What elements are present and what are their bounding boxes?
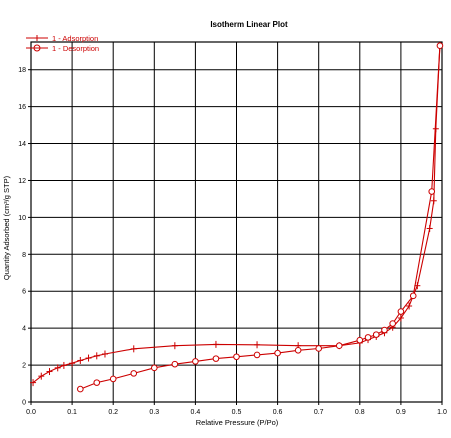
desorption-point (109, 375, 117, 383)
desorption-point (356, 336, 364, 344)
adsorption-point (85, 354, 92, 362)
legend-label-adsorption: 1 - Adsorption (52, 34, 98, 43)
desorption-point (212, 355, 220, 362)
adsorption-point (77, 356, 84, 364)
x-tick-label: 0.1 (67, 409, 77, 416)
y-tick-labels: 0 2 4 6 8 10 12 14 16 18 (18, 67, 26, 406)
x-tick-label: 0.7 (314, 409, 324, 416)
adsorption-point (60, 361, 67, 369)
x-tick-label: 0.5 (232, 409, 242, 416)
chart-title: Isotherm Linear Plot (210, 20, 288, 29)
adsorption-point (69, 359, 76, 367)
desorption-point (381, 326, 388, 334)
y-tick-label: 0 (22, 400, 26, 407)
desorption-point (253, 351, 261, 359)
x-axis-label: Relative Pressure (P/Po) (196, 418, 279, 427)
x-tick-label: 1.0 (437, 409, 447, 416)
desorption-point (335, 342, 343, 349)
y-tick-label: 4 (22, 326, 26, 333)
desorption-point (93, 379, 101, 386)
x-tick-label: 0.4 (191, 409, 201, 416)
y-tick-label: 6 (22, 289, 26, 296)
adsorption-point (430, 197, 437, 205)
desorption-point (130, 370, 138, 377)
adsorption-point (30, 379, 37, 387)
desorption-point (397, 308, 405, 315)
desorption-point (389, 320, 396, 327)
desorption-point (233, 353, 240, 361)
axes (28, 41, 443, 405)
desorption-point (372, 331, 380, 338)
desorption-point (77, 385, 84, 393)
desorption-point (151, 364, 158, 372)
y-axis-label: Quantity Adsorbed (cm³/g STP) (2, 175, 11, 280)
gridlines (30, 42, 443, 403)
x-tick-labels: 0.0 0.1 0.2 0.3 0.4 0.5 0.6 0.7 0.8 0.9 1.0 (26, 409, 447, 416)
y-tick-label: 8 (22, 252, 26, 259)
adsorption-point (426, 224, 433, 232)
adsorption-point (212, 340, 219, 348)
y-tick-label: 14 (18, 141, 26, 148)
desorption-point (436, 42, 444, 49)
x-tick-label: 0.2 (108, 409, 118, 416)
desorption-point (315, 345, 323, 352)
adsorption-point (101, 350, 108, 358)
desorption-point (192, 358, 199, 365)
data-series (30, 42, 444, 393)
desorption-point (294, 347, 302, 354)
x-tick-label: 0.8 (355, 409, 365, 416)
desorption-point (428, 188, 436, 195)
adsorption-point (46, 368, 53, 376)
x-tick-label: 0.0 (26, 409, 36, 416)
desorption-point (409, 292, 417, 300)
y-tick-label: 16 (18, 104, 26, 111)
adsorption-point (93, 352, 100, 360)
y-tick-label: 18 (18, 67, 26, 74)
legend-label-desorption: 1 - Desorption (52, 44, 99, 53)
legend-item-adsorption: 1 - Adsorption (26, 34, 98, 43)
legend-desorption-marker (33, 44, 41, 52)
adsorption-point (130, 345, 137, 353)
adsorption-point (171, 342, 178, 350)
legend: 1 - Adsorption 1 - Desorption (26, 34, 99, 53)
x-tick-label: 0.9 (396, 409, 406, 416)
desorption-point (364, 334, 372, 341)
y-tick-label: 2 (22, 363, 26, 370)
desorption-point (171, 360, 179, 368)
desorption-point (274, 349, 281, 357)
adsorption-point (38, 372, 45, 380)
adsorption-point (54, 364, 61, 372)
x-tick-label: 0.3 (149, 409, 159, 416)
y-tick-label: 12 (18, 178, 26, 185)
y-tick-label: 10 (18, 215, 26, 222)
adsorption-point (406, 302, 413, 310)
adsorption-point (397, 314, 404, 322)
x-tick-label: 0.6 (273, 409, 283, 416)
adsorption-point (254, 341, 261, 349)
legend-item-desorption: 1 - Desorption (26, 44, 99, 53)
